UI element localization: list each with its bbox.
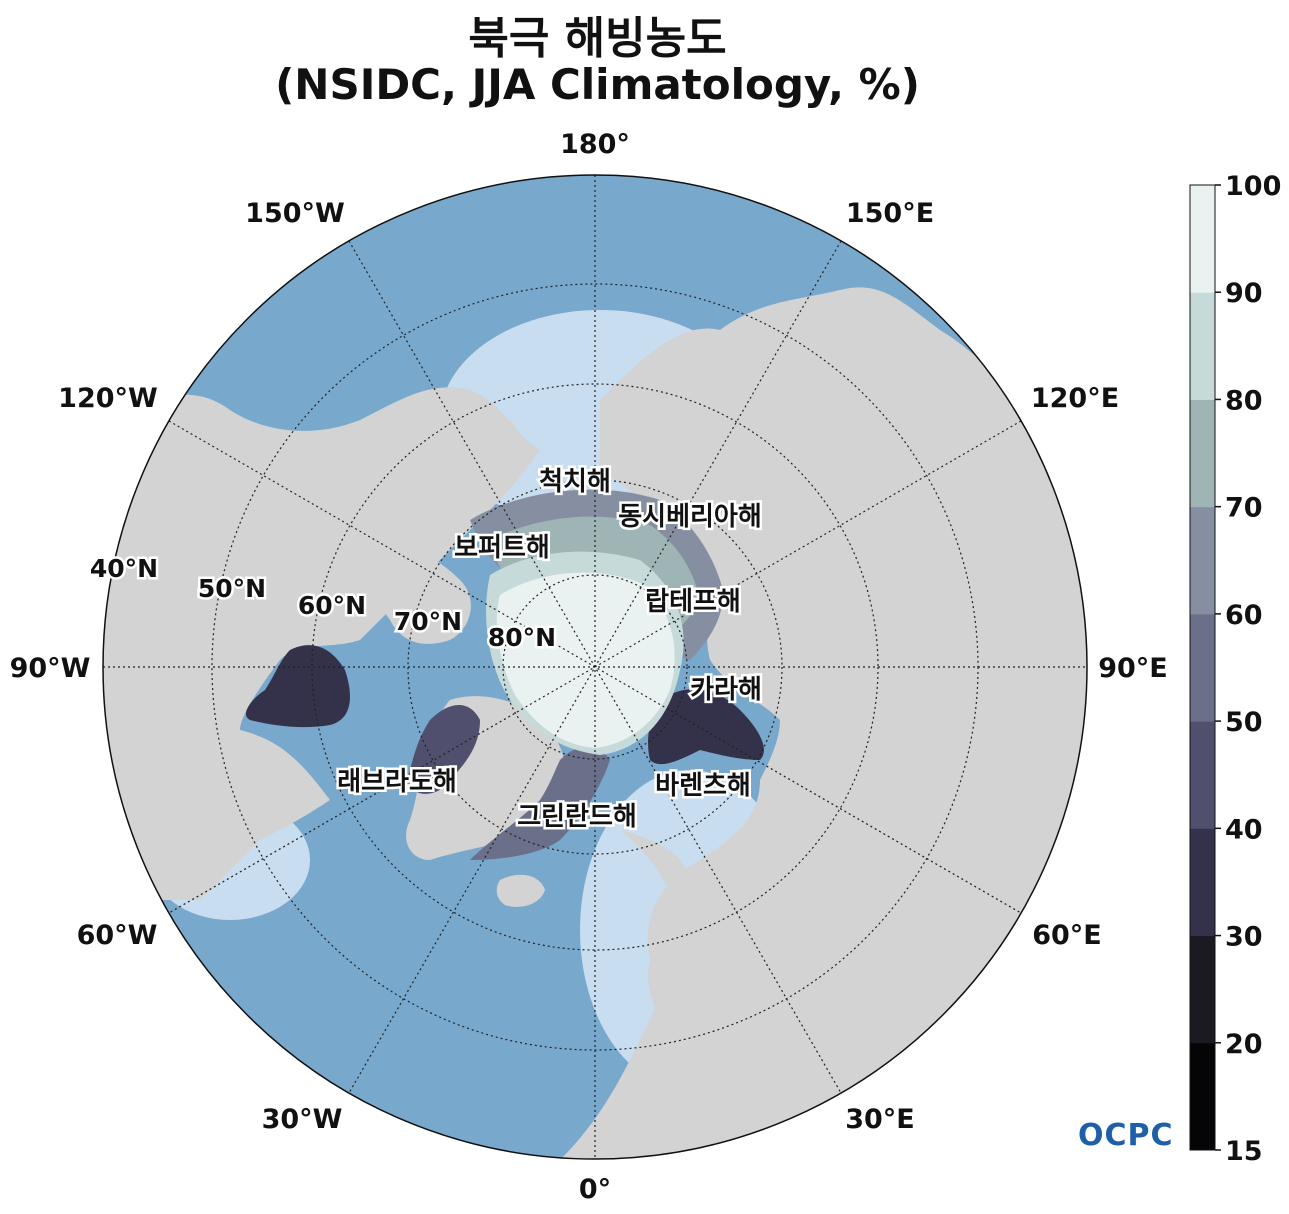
colorbar-bin-20-30 — [1190, 935, 1215, 1044]
lat-label-80: 80°N — [488, 623, 556, 652]
colorbar-bin-60-70 — [1190, 506, 1215, 615]
colorbar-label-90: 90 — [1225, 278, 1263, 309]
lat-label-70: 70°N — [394, 607, 462, 636]
colorbar-label-70: 70 — [1225, 493, 1263, 524]
land-north-america — [103, 387, 540, 900]
longitude-grid — [103, 175, 1087, 1159]
ocpc-logo: OCPC — [1078, 1118, 1174, 1153]
lon-label-30e: 30°E — [845, 1104, 915, 1135]
lon-label-150w: 150°W — [245, 198, 345, 229]
sea-label-east-siberian: 동시베리아해 — [618, 502, 762, 532]
colorbar-bin-15-20 — [1190, 1042, 1215, 1151]
lon-label-150e: 150°E — [846, 198, 934, 229]
land-eurasia — [600, 287, 1087, 1159]
sea-label-chukchi: 척치해 — [539, 467, 611, 497]
lon-label-0: 0° — [579, 1174, 611, 1205]
lon-label-120e: 120°E — [1031, 383, 1119, 414]
colorbar-label-20: 20 — [1225, 1029, 1263, 1060]
colorbar-label-30: 30 — [1225, 922, 1263, 953]
lon-label-90w: 90°W — [10, 653, 91, 684]
land-canadian-arctic — [374, 551, 471, 644]
colorbar-label-40: 40 — [1225, 814, 1263, 845]
ice-baffin — [409, 705, 480, 794]
colorbar-label-80: 80 — [1225, 385, 1263, 416]
lat-label-40: 40°N — [90, 554, 158, 583]
colorbar-label-100: 100 — [1225, 171, 1281, 202]
colorbar-bin-80-90 — [1190, 292, 1215, 400]
colorbar-frame — [1189, 184, 1216, 1151]
colorbar-label-60: 60 — [1225, 600, 1263, 631]
lat-label-50: 50°N — [198, 574, 266, 603]
ice-hudson-bay — [245, 645, 350, 728]
lon-label-120w: 120°W — [58, 383, 158, 414]
ice-pack-central — [496, 572, 675, 748]
land-iceland — [496, 874, 545, 907]
colorbar-bin-40-50 — [1190, 721, 1215, 829]
lon-label-90e: 90°E — [1098, 653, 1168, 684]
colorbar: 15 20 30 40 50 60 70 80 90 100 — [1189, 171, 1281, 1167]
colorbar-label-50: 50 — [1225, 707, 1263, 738]
land-scandinavia — [560, 830, 760, 1159]
sea-label-beaufort: 보퍼트해 — [454, 533, 550, 563]
title-line-2: (NSIDC, JJA Climatology, %) — [275, 60, 920, 109]
colorbar-bin-30-40 — [1190, 828, 1215, 937]
colorbar-label-15: 15 — [1225, 1136, 1263, 1167]
lon-label-180: 180° — [560, 129, 630, 160]
sea-label-labrador: 래브라도해 — [337, 767, 457, 797]
lon-label-60w: 60°W — [77, 920, 158, 951]
title-line-1: 북극 해빙농도 — [468, 13, 727, 64]
sea-label-greenland: 그린란드해 — [517, 802, 637, 832]
sea-label-laptev: 랍테프해 — [645, 587, 741, 617]
sea-label-barents: 바렌츠해 — [655, 771, 751, 801]
lon-label-30w: 30°W — [262, 1104, 343, 1135]
colorbar-bin-50-60 — [1190, 613, 1215, 722]
colorbar-bin-90-100 — [1190, 185, 1215, 293]
lat-label-60: 60°N — [298, 591, 366, 620]
ice-kara-barents — [648, 689, 764, 765]
lon-label-60e: 60°E — [1032, 920, 1102, 951]
sea-label-kara: 카라해 — [690, 675, 762, 705]
colorbar-bin-70-80 — [1190, 399, 1215, 508]
ice-greenland-sea — [470, 746, 610, 860]
map-boundary — [102, 174, 1088, 1160]
